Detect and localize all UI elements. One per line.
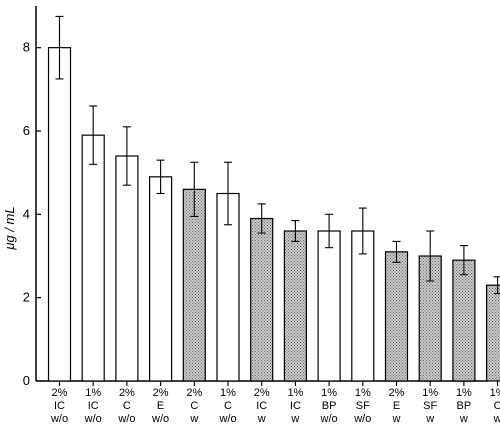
x-category-label: 2% IC w	[254, 387, 270, 425]
x-category-label-line: 2%	[119, 387, 135, 399]
x-category-label-line: 1%	[422, 387, 438, 399]
x-category-label-line: w/o	[320, 413, 338, 425]
x-category-label-line: w	[493, 413, 500, 425]
x-category-label-line: BP	[457, 400, 472, 412]
x-category-label: 1% IC w	[287, 387, 303, 425]
x-category-label: 1% SF w	[422, 387, 438, 425]
x-category-label-line: 2%	[186, 387, 202, 399]
y-tick-label: 0	[23, 373, 30, 388]
x-category-label-line: 1%	[287, 387, 303, 399]
bar	[452, 259, 476, 382]
x-category-label-line: C	[123, 400, 131, 412]
axes: 0 2 4 6 8	[23, 6, 488, 388]
y-tick-label: 6	[23, 123, 30, 138]
x-category-label-line: 1%	[220, 387, 236, 399]
x-category-label-line: w	[459, 413, 468, 425]
y-tick-label: 8	[23, 40, 30, 55]
x-category-label-line: C	[224, 400, 232, 412]
bar	[384, 251, 409, 382]
bar	[250, 217, 274, 382]
x-category-label: 1% BP w	[456, 387, 472, 425]
bar	[115, 155, 139, 382]
x-category-label: 1% IC w/o	[84, 387, 102, 425]
x-category-label-line: SF	[356, 400, 370, 412]
bar	[317, 230, 341, 382]
x-category-label-line: IC	[290, 400, 301, 412]
x-category-label-line: w	[425, 413, 434, 425]
bar	[182, 188, 206, 382]
x-category-label-line: E	[393, 400, 400, 412]
x-category-label-line: 2%	[153, 387, 169, 399]
x-category-label: 2% IC w/o	[50, 387, 68, 425]
x-category-label-line: w	[189, 413, 198, 425]
bar	[283, 230, 307, 382]
x-category-label-line: w/o	[218, 413, 236, 425]
bar	[149, 176, 173, 382]
x-category-label-line: w/o	[151, 413, 169, 425]
x-category-label-line: C	[190, 400, 198, 412]
bar	[486, 284, 500, 382]
x-category-label-line: 2%	[254, 387, 270, 399]
y-tick-label: 2	[23, 290, 30, 305]
x-category-label-line: 1%	[85, 387, 101, 399]
x-category-label-line: w	[257, 413, 266, 425]
x-category-label-line: w/o	[117, 413, 135, 425]
x-category-label: 1% BP w/o	[320, 387, 338, 425]
bar	[47, 47, 72, 382]
x-category-label-line: 2%	[52, 387, 68, 399]
x-category-label-line: 2%	[389, 387, 405, 399]
x-category-label-line: w	[392, 413, 401, 425]
x-category-label-line: C	[494, 400, 500, 412]
x-category-label-line: w/o	[84, 413, 102, 425]
x-category-label-line: 1%	[490, 387, 500, 399]
x-category-label-line: 1%	[321, 387, 337, 399]
x-category-label: 1%Cw	[490, 387, 500, 425]
x-category-label-line: 1%	[355, 387, 371, 399]
x-category-label-line: IC	[88, 400, 99, 412]
x-category-label-line: w/o	[353, 413, 371, 425]
x-category-label-line: BP	[322, 400, 337, 412]
x-category-label: 1% SF w/o	[353, 387, 371, 425]
y-axis-label: μg / mL	[2, 206, 17, 250]
x-category-label-line: w/o	[50, 413, 68, 425]
x-category-label-line: IC	[256, 400, 267, 412]
x-category-label-line: 1%	[456, 387, 472, 399]
bar	[81, 134, 105, 382]
x-category-label-line: IC	[54, 400, 65, 412]
bars-group	[47, 15, 500, 382]
y-tick-label: 4	[23, 206, 30, 221]
x-category-label-line: SF	[423, 400, 437, 412]
x-category-label-line: w	[290, 413, 299, 425]
x-category-label-line: E	[157, 400, 164, 412]
